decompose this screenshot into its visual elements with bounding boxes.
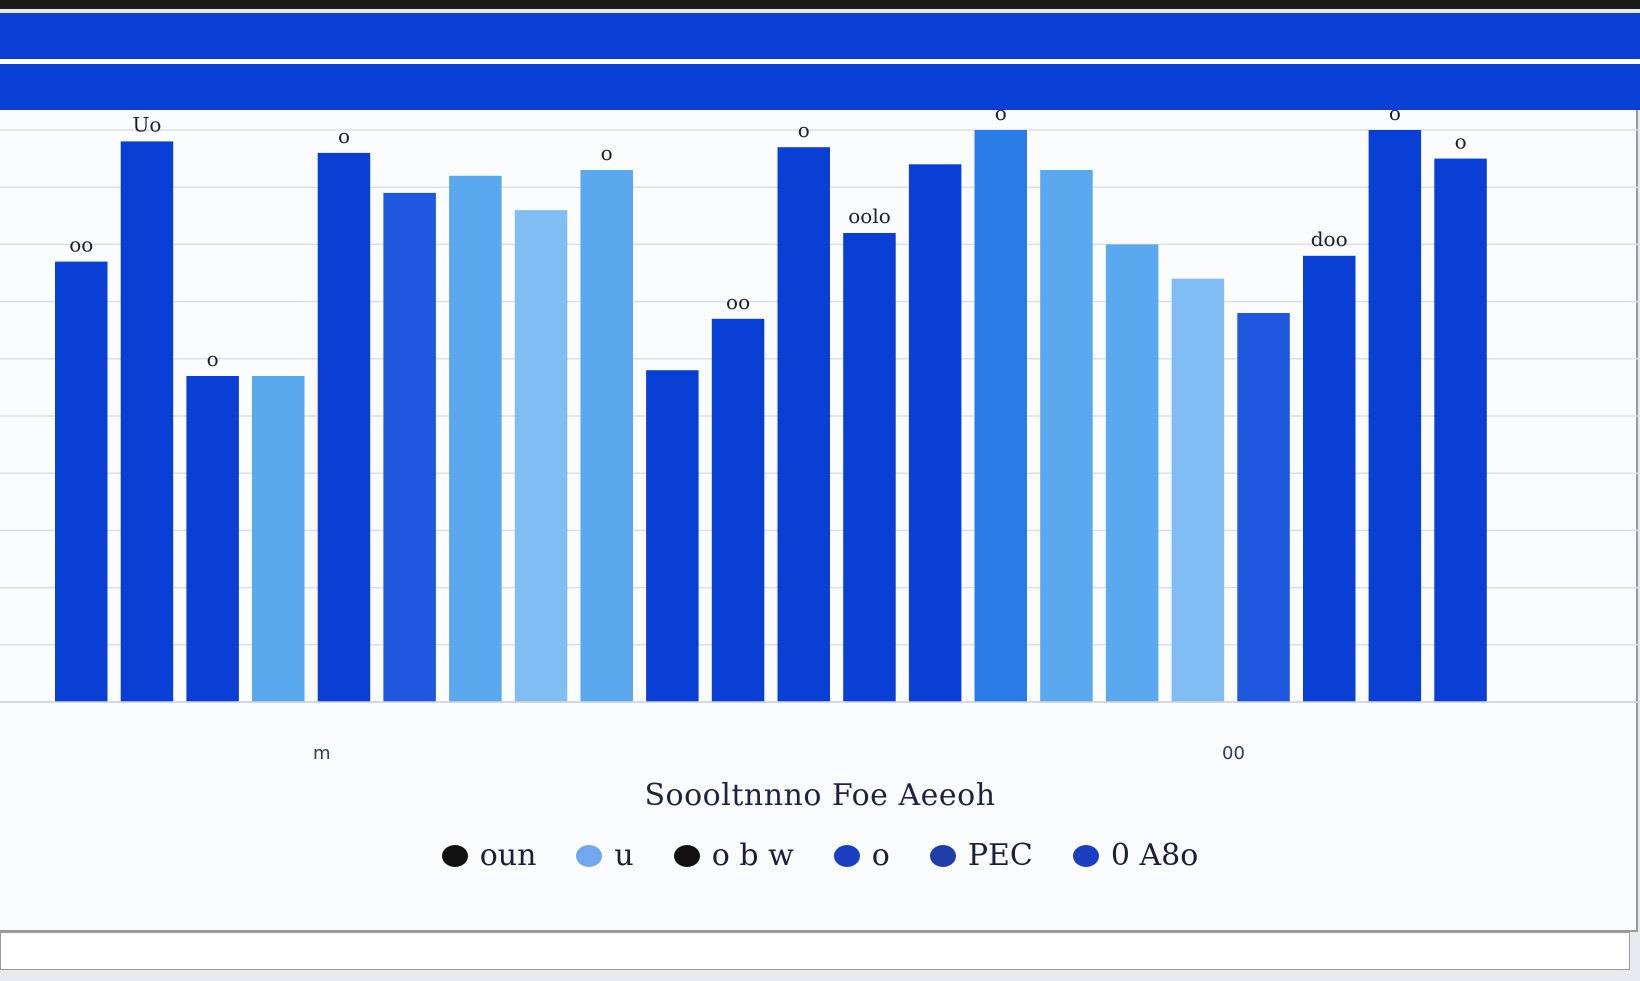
legend-swatch-6 [1072, 844, 1099, 867]
legend-label-4: o [871, 838, 890, 873]
bar [1237, 313, 1290, 702]
legend-item: u [576, 838, 634, 873]
legend-label-3: o b w [711, 838, 794, 873]
data-label: o [601, 141, 613, 165]
data-label: oo [69, 233, 93, 257]
bar [55, 261, 108, 702]
legend-swatch-1 [441, 844, 468, 867]
x-axis-title: Soooltnnno Foe Aeeoh [644, 778, 996, 813]
legend-label-2: u [614, 838, 634, 873]
legend-item: 0 A8o [1072, 838, 1199, 873]
top-edge-line [0, 0, 1640, 9]
data-label: Uo [133, 112, 162, 136]
data-label: o [207, 347, 219, 371]
data-label: o [1389, 110, 1401, 125]
legend-label-5: PEC [967, 838, 1033, 873]
bar [317, 152, 371, 702]
legend-label-1: oun [479, 838, 537, 873]
legend-item: PEC [929, 838, 1033, 873]
data-label: oolo [848, 204, 891, 228]
data-label: o [1455, 130, 1467, 154]
bar [1434, 158, 1487, 703]
legend-item: o b w [673, 838, 794, 873]
bar [1368, 130, 1422, 702]
bar [711, 318, 765, 702]
x-tick-label-1: m [313, 743, 331, 764]
bar [383, 192, 436, 702]
data-label: doo [1311, 227, 1348, 251]
legend-swatch-5 [929, 844, 956, 867]
bar [252, 376, 305, 702]
bar [1171, 278, 1225, 702]
bar [580, 170, 633, 702]
legend-swatch-3 [673, 844, 700, 867]
bar [120, 141, 174, 702]
header-band-divider [0, 59, 1640, 64]
bar [449, 175, 502, 703]
bar [1303, 255, 1356, 703]
footer-strip [0, 932, 1630, 970]
legend-item: oun [441, 838, 537, 873]
bar [646, 370, 699, 702]
bar [186, 376, 239, 702]
legend-swatch-2 [576, 844, 603, 867]
data-label: o [995, 110, 1007, 125]
bar [843, 233, 896, 702]
bar [1105, 244, 1159, 702]
header-band-lower [0, 64, 1640, 110]
data-label: oo [726, 290, 750, 314]
bar [908, 164, 962, 703]
data-label: o [338, 124, 350, 148]
data-label: o [798, 118, 810, 142]
header-band-upper [0, 13, 1640, 59]
legend-swatch-4 [833, 844, 860, 867]
bar [974, 130, 1027, 702]
bar [777, 147, 830, 702]
legend-item: o [833, 838, 890, 873]
bar [514, 210, 568, 702]
chart-legend: oun u o b w o PEC 0 A8o [0, 838, 1640, 873]
legend-label-6: 0 A8o [1110, 838, 1199, 873]
bar [1040, 170, 1093, 702]
x-tick-label-2: 00 [1222, 743, 1245, 764]
